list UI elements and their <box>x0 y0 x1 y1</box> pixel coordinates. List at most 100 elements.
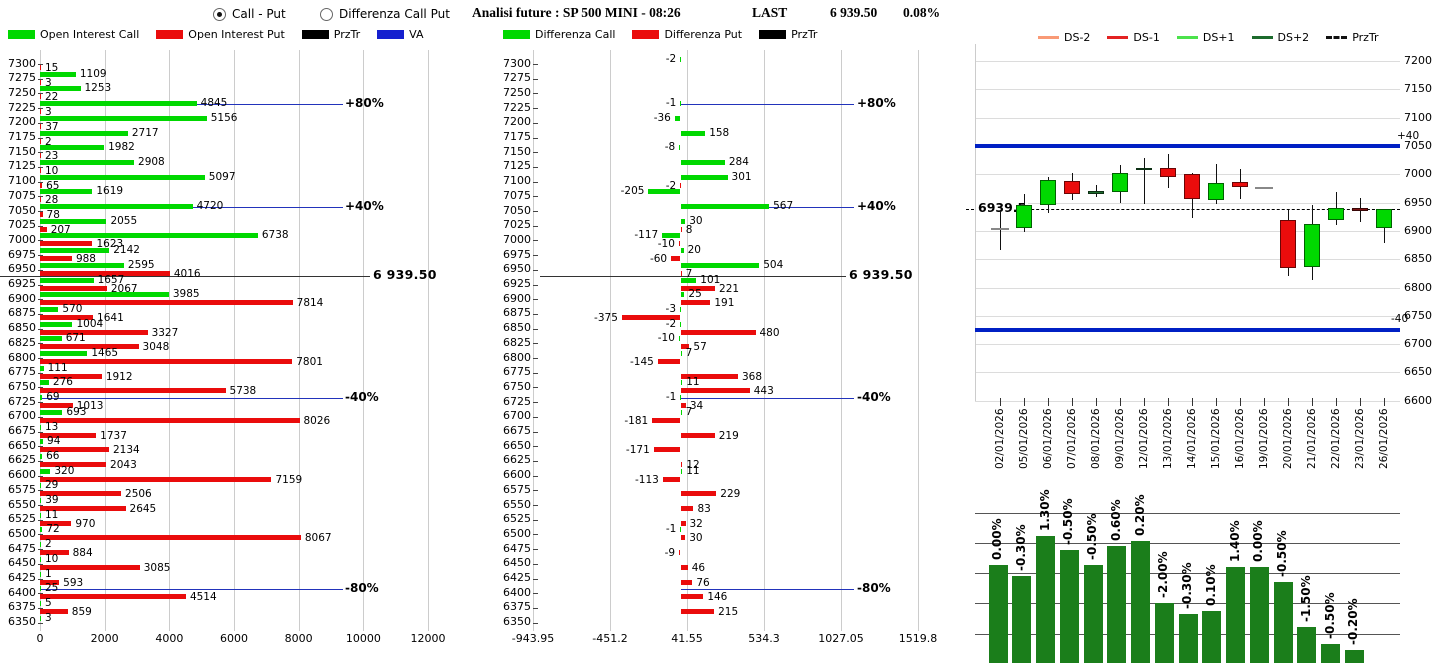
call-bar <box>40 424 41 430</box>
strike-tick <box>533 343 538 345</box>
legend-item: PrzTr <box>1326 31 1379 44</box>
call-bar <box>680 380 683 386</box>
legend-swatch-icon <box>156 30 184 39</box>
va-line-label: -40 <box>1391 312 1409 325</box>
put-value-label: 3 <box>45 76 52 89</box>
strike-tick <box>533 431 538 433</box>
strike-label: 6425 <box>8 571 36 584</box>
call-bar <box>678 336 681 342</box>
radio-differenza-call-put[interactable]: Differenza Call Put <box>320 7 450 21</box>
strike-label: 6350 <box>8 615 36 629</box>
call-value-label: 5097 <box>208 170 236 183</box>
call-value-label: 301 <box>731 170 752 183</box>
gridline <box>532 50 534 631</box>
strike-tick <box>533 196 538 198</box>
legend-label: PrzTr <box>1352 31 1379 44</box>
gridline <box>975 603 1400 604</box>
gridline <box>975 372 1400 374</box>
put-value-label: -181 <box>624 414 649 427</box>
strike-tick <box>533 313 538 315</box>
call-value-label: 2595 <box>127 258 155 271</box>
strike-tick <box>38 358 43 359</box>
call-value-label: -2 <box>665 53 677 65</box>
va-level-label: -80% <box>345 581 379 596</box>
put-bar <box>680 182 682 188</box>
gridline <box>427 50 429 631</box>
strike-tick <box>38 446 43 448</box>
pct-bar-label: -0.20% <box>1346 598 1361 646</box>
strike-tick <box>533 122 538 124</box>
put-bar <box>680 388 750 394</box>
put-bar <box>680 506 694 511</box>
strike-tick <box>38 475 43 477</box>
gridline <box>975 230 1400 232</box>
x-tick-label: 8000 <box>284 632 313 645</box>
call-bar <box>40 262 124 268</box>
strike-label: 6425 <box>503 571 531 584</box>
x-tick-label: 6000 <box>219 632 248 645</box>
strike-tick <box>533 358 538 359</box>
radio-differenza-label: Differenza Call Put <box>339 7 450 21</box>
put-value-label: 5738 <box>229 385 257 398</box>
put-value-label: 3 <box>45 106 52 119</box>
pct-bar-label: -0.50% <box>1061 497 1076 545</box>
legend-item: Open Interest Call <box>8 28 139 41</box>
strike-label: 6975 <box>8 247 36 261</box>
candle-flat-dash <box>991 228 1009 231</box>
date-label: 21/01/2026 <box>1306 408 1318 469</box>
date-tick <box>1024 398 1025 406</box>
call-bar <box>40 571 41 577</box>
strike-tick <box>533 578 538 580</box>
put-value-label: 37 <box>45 120 59 133</box>
call-value-label: 2 <box>45 538 52 551</box>
strike-label: 7100 <box>503 174 531 188</box>
strike-tick <box>533 284 538 286</box>
candle-body <box>1136 168 1152 171</box>
strike-tick <box>533 64 538 65</box>
radio-unselected-icon <box>320 7 333 21</box>
call-bar <box>40 86 81 92</box>
strike-tick <box>533 255 538 257</box>
strike-tick <box>38 284 43 286</box>
date-label: 09/01/2026 <box>1114 408 1126 469</box>
call-bar <box>680 101 682 107</box>
va-level-line <box>192 207 343 208</box>
call-value-label: 2142 <box>113 244 140 257</box>
call-bar <box>40 189 93 195</box>
put-value-label: 28 <box>45 194 59 207</box>
strike-tick <box>38 519 43 521</box>
candle-body <box>1016 204 1032 229</box>
candle-body <box>1208 182 1224 200</box>
put-value-label: -10 <box>657 238 675 251</box>
call-value-label: 5156 <box>210 111 238 124</box>
call-value-label: 1109 <box>79 67 107 80</box>
gridline <box>609 50 611 631</box>
legend-label: DS-2 <box>1064 31 1091 44</box>
put-value-label: 12 <box>686 458 700 471</box>
call-value-label: -8 <box>664 141 676 154</box>
put-value-label: 7 <box>685 267 693 280</box>
przt-price-line <box>540 276 846 278</box>
y-tick-label: 6700 <box>1404 337 1432 351</box>
put-bar <box>678 241 681 247</box>
strike-tick <box>38 299 43 301</box>
strike-label: 6550 <box>8 497 36 511</box>
strike-tick <box>38 343 43 345</box>
legend-label: Open Interest Call <box>40 28 140 41</box>
put-bar <box>40 550 69 556</box>
strike-tick <box>533 534 538 536</box>
strike-label: 7025 <box>503 218 531 232</box>
strike-label: 6975 <box>503 247 531 261</box>
candle-wick <box>1095 185 1097 197</box>
call-value-label: 1465 <box>91 347 119 359</box>
gridline <box>975 542 1400 544</box>
radio-call-put[interactable]: Call - Put <box>213 7 286 21</box>
pct-bar <box>1202 610 1222 663</box>
put-bar <box>40 300 293 306</box>
call-bar <box>40 115 207 121</box>
put-value-label: -2 <box>665 179 677 192</box>
date-label: 19/01/2026 <box>1258 408 1270 469</box>
put-bar <box>680 564 688 570</box>
gridline <box>975 400 1400 402</box>
